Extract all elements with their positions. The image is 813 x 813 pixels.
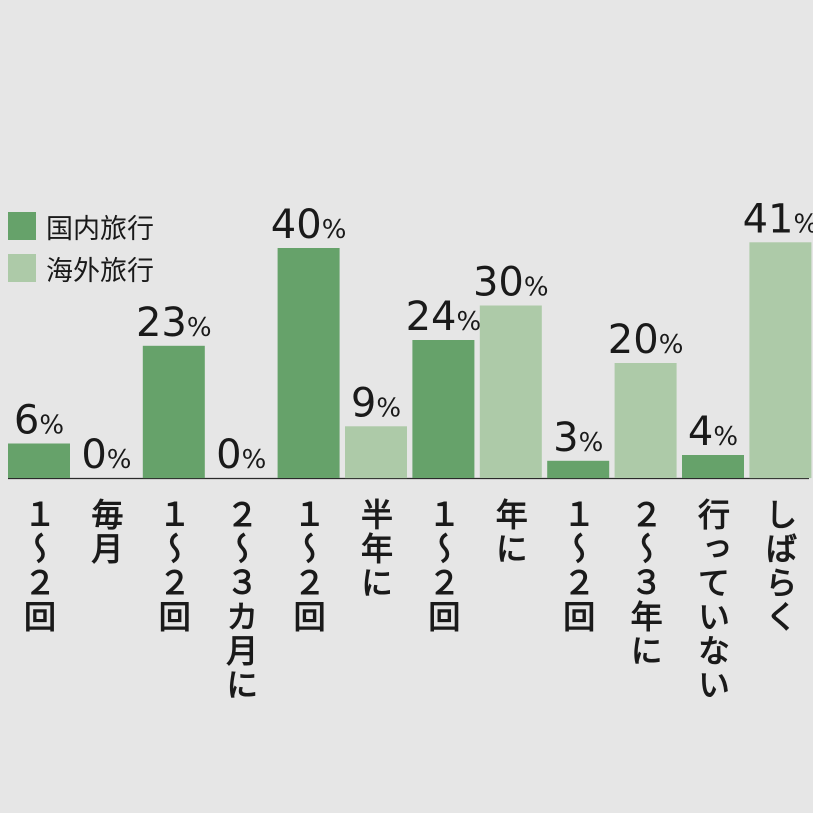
bar-domestic <box>142 345 205 479</box>
bar-domestic <box>547 460 610 479</box>
data-label: 41% <box>743 196 813 242</box>
category-label: １〜２回 <box>423 498 462 634</box>
category-label: １〜２回 <box>558 498 597 634</box>
category-label: しばらく <box>760 498 799 634</box>
category-label: １〜２回 <box>153 498 192 634</box>
bar-domestic <box>412 340 475 478</box>
data-label: 9% <box>351 380 401 426</box>
data-label: 4% <box>688 409 738 455</box>
category-label: ２〜３カ月に <box>221 498 260 702</box>
category-label: 毎月 <box>86 498 125 566</box>
legend: 国内旅行 海外旅行 <box>8 208 154 292</box>
category-label: 半年に <box>356 498 394 600</box>
data-label: 0% <box>216 432 266 478</box>
legend-label-overseas: 海外旅行 <box>46 255 154 287</box>
legend-swatch-domestic <box>8 212 36 240</box>
legend-item-domestic: 国内旅行 <box>8 208 154 245</box>
bar-overseas <box>345 426 407 479</box>
data-label: 40% <box>271 202 347 248</box>
data-label: 23% <box>136 300 212 346</box>
data-label: 3% <box>553 415 603 461</box>
legend-item-overseas: 海外旅行 <box>8 250 154 287</box>
legend-label-domestic: 国内旅行 <box>46 213 154 245</box>
bar-domestic <box>8 443 70 478</box>
data-label: 20% <box>608 317 684 363</box>
bar-domestic <box>682 455 744 478</box>
data-label: 24% <box>406 294 482 340</box>
category-label: １〜２回 <box>19 498 57 634</box>
category-label: 行っていない <box>693 498 731 702</box>
data-label: 30% <box>473 260 549 306</box>
category-label: 年に <box>490 498 529 566</box>
bar-overseas <box>479 305 542 478</box>
legend-swatch-overseas <box>8 254 36 282</box>
category-label: ２〜３年に <box>625 498 664 668</box>
data-label: 0% <box>81 432 131 478</box>
bar-overseas <box>749 242 812 479</box>
bar-overseas <box>614 363 677 478</box>
category-label: １〜２回 <box>288 498 327 634</box>
data-label: 6% <box>14 398 64 444</box>
bar-domestic <box>277 248 340 478</box>
